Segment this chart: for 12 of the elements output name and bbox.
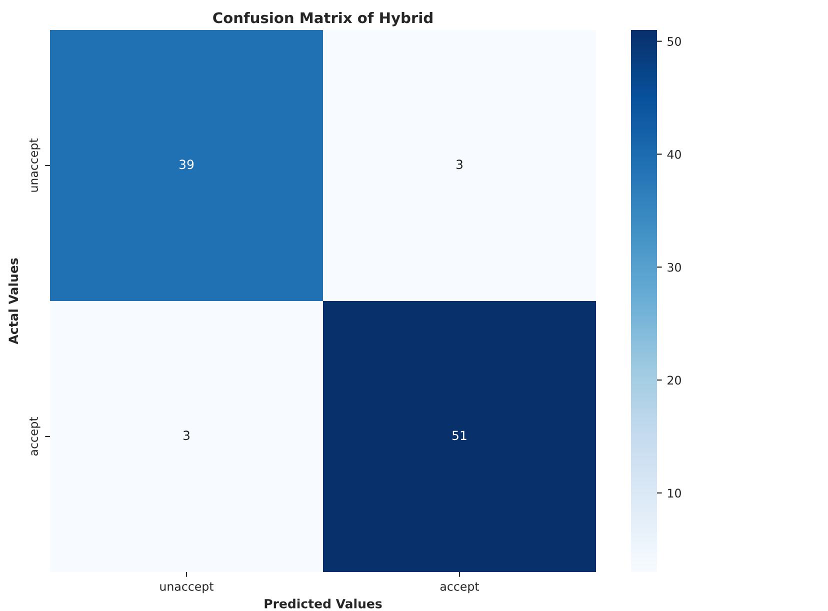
color-bar-label: 30 (668, 262, 681, 272)
chart-title: Confusion Matrix of Hybrid (213, 12, 432, 26)
color-bar-label: 50 (668, 37, 681, 46)
color-bar-label: 40 (667, 150, 681, 159)
data-label: 51 (452, 430, 466, 440)
data-label: 3 (456, 160, 462, 170)
data-label: 3 (183, 430, 190, 440)
x-axis-title: Predicted Values (264, 598, 382, 608)
color-bar-label: 20 (668, 376, 681, 385)
data-label: 39 (180, 160, 194, 170)
y-axis-title: Actal Values (8, 258, 18, 344)
color-bar-label: 10 (668, 488, 681, 498)
